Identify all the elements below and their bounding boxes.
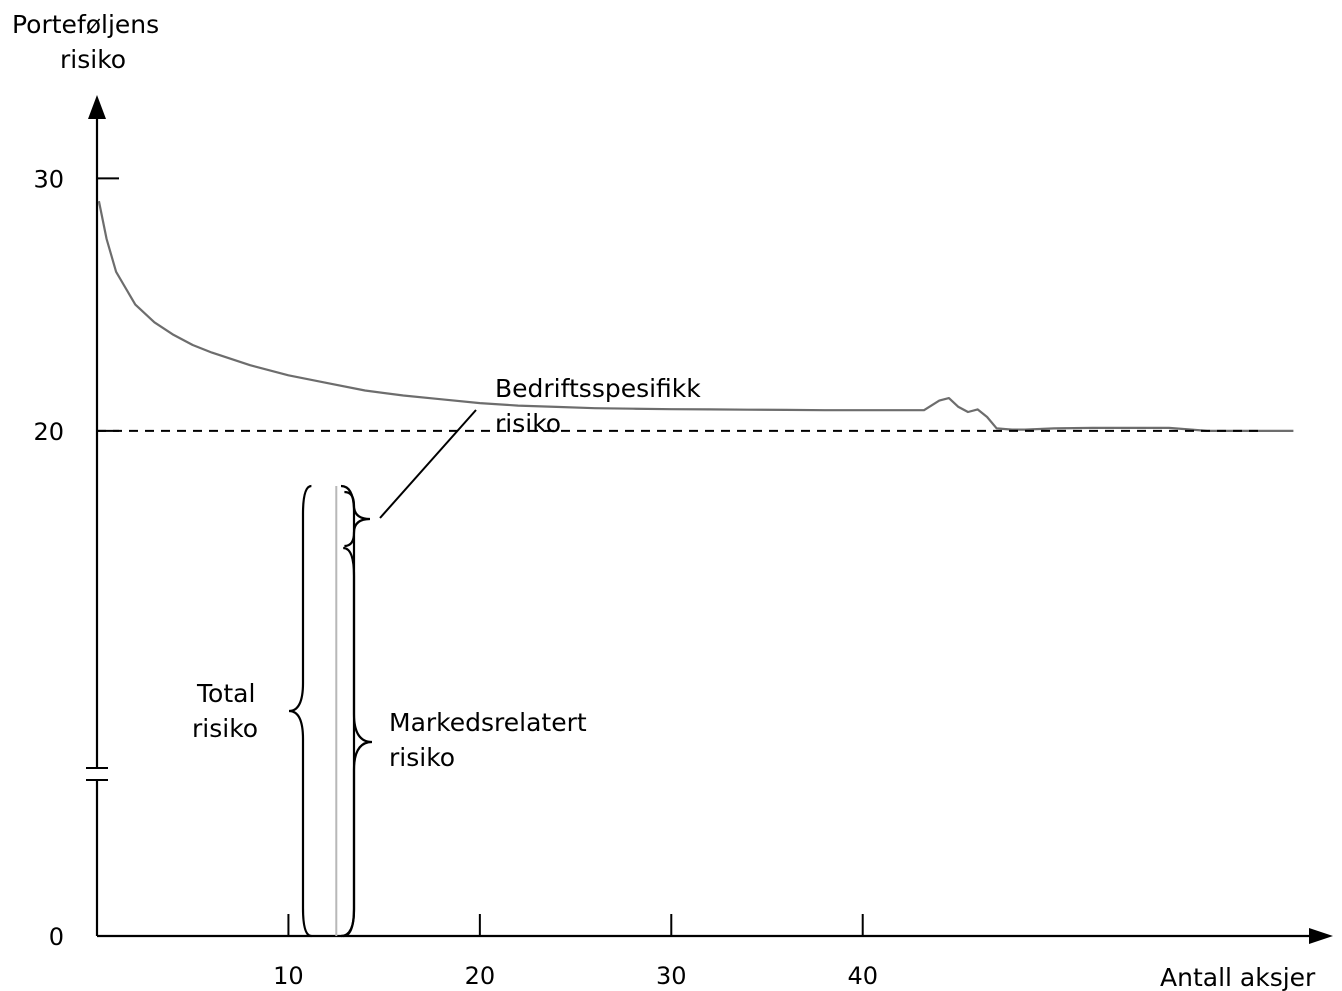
firm-specific-leader-line	[379, 409, 477, 519]
x-axis-arrow-icon	[1309, 928, 1333, 944]
y-tick-label-20: 20	[33, 418, 64, 446]
y-axis-label-line-1: Porteføljens	[12, 10, 159, 39]
firm-specific-risk-label-line-2: risiko	[495, 409, 561, 438]
total-risk-curve	[97, 200, 1294, 432]
market-risk-label-line-2: risiko	[389, 743, 455, 772]
x-tick-label-10: 10	[273, 962, 304, 990]
x-axis-label: Antall aksjer	[1160, 963, 1316, 991]
y-axis-arrow-icon	[88, 95, 106, 119]
y-tick-label-0: 0	[49, 923, 64, 951]
total-risk-bracket-right	[340, 484, 356, 938]
y-tick-label-30: 30	[33, 165, 64, 193]
total-risk-label-line-2: risiko	[192, 714, 258, 743]
total-risk-label-line-1: Total	[196, 679, 255, 708]
x-tick-label-30: 30	[656, 962, 687, 990]
y-axis-label-line-2: risiko	[60, 45, 126, 74]
market-risk-label-line-1: Markedsrelatert	[389, 708, 587, 737]
total-risk-brace	[288, 484, 312, 938]
x-tick-label-40: 40	[847, 962, 878, 990]
x-tick-label-20: 20	[465, 962, 496, 990]
firm-specific-risk-label-line-1: Bedriftsspesifikk	[495, 374, 701, 403]
firm-specific-risk-brace	[344, 490, 371, 548]
market-risk-brace	[343, 546, 373, 938]
